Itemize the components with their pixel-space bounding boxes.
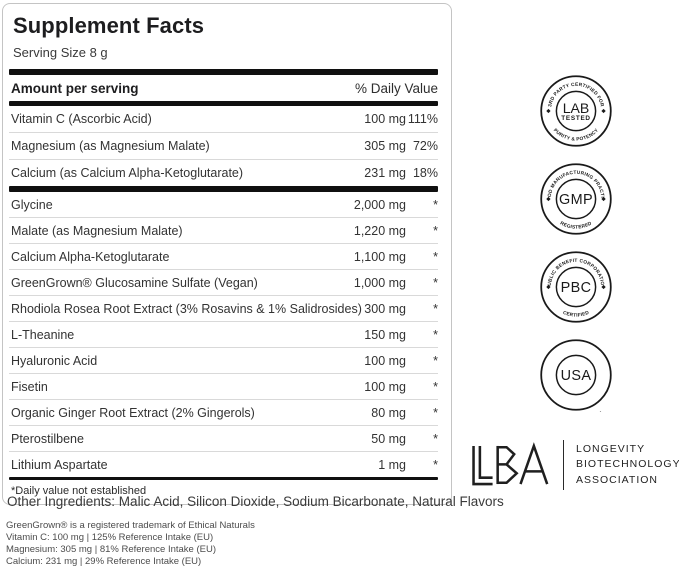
ingredient-name: L-Theanine [11, 327, 75, 342]
ingredient-amount: 80 mg [371, 405, 406, 420]
seal-lab-tested: 3RD PARTY CERTIFIED FOR PURITY & POTENCY L… [539, 74, 613, 148]
divider-bar-top [9, 69, 438, 75]
seal-made-in-usa: MADE IN THE UNITED STATES OF AMERICA USA [539, 338, 613, 412]
ingredient-amount: 100 mg [364, 112, 406, 126]
table-row: GreenGrown® Glucosamine Sulfate (Vegan) 1… [9, 270, 438, 296]
table-row: Lithium Aspartate 1 mg * [9, 452, 438, 477]
svg-text:GMP: GMP [559, 192, 593, 208]
ingredient-name: Vitamin C (Ascorbic Acid) [11, 112, 152, 126]
ingredient-name: Fisetin [11, 379, 48, 394]
ingredient-name: GreenGrown® Glucosamine Sulfate (Vegan) [11, 275, 258, 290]
ingredient-name: Pterostilbene [11, 431, 84, 446]
fine-print-line: Vitamin C: 100 mg | 125% Reference Intak… [6, 532, 214, 543]
fine-print-line: Calcium: 231 mg | 29% Reference Intake (… [6, 556, 202, 567]
lba-logo-icon [472, 442, 549, 486]
ingredient-daily-value: * [433, 405, 438, 420]
ingredient-amount: 300 mg [364, 301, 406, 316]
ingredient-daily-value: 72% [412, 139, 438, 153]
association-name: LONGEVITY BIOTECHNOLOGY ASSOCIATION [576, 442, 679, 489]
table-header: Amount per serving % Daily Value [9, 75, 438, 101]
other-rows: Glycine 2,000 mg * Malate (as Magnesium Mal… [9, 192, 438, 477]
ingredient-amount: 231 mg [364, 166, 406, 180]
table-row: Pterostilbene 50 mg * [9, 426, 438, 452]
ingredient-name: Lithium Aspartate [11, 457, 108, 472]
ingredient-daily-value: 18% [412, 166, 438, 180]
daily-value-rows: Vitamin C (Ascorbic Acid) 100 mg 111% Magne… [9, 106, 438, 186]
ingredient-daily-value: * [433, 353, 438, 368]
serving-size: Serving Size 8 g [13, 45, 108, 60]
association-line: ASSOCIATION [576, 473, 658, 486]
divider-bar-header [9, 101, 438, 106]
svg-text:USA: USA [561, 368, 592, 384]
header-daily-value-label: % Daily Value [354, 80, 438, 96]
ingredient-amount: 2,000 mg [353, 197, 406, 212]
table-row: Glycine 2,000 mg * [9, 192, 438, 218]
ingredient-daily-value: * [433, 223, 438, 238]
svg-text:REGISTERED: REGISTERED [559, 220, 593, 230]
table-row: Hyaluronic Acid 100 mg * [9, 348, 438, 374]
association-line: LONGEVITY [576, 442, 646, 455]
fine-print: GreenGrown® is a registered trademark of… [6, 520, 255, 567]
ingredient-amount: 150 mg [364, 327, 406, 342]
ingredient-name: Calcium Alpha-Ketoglutarate [11, 249, 170, 264]
divider-bar-bottom [9, 477, 438, 480]
ingredient-daily-value: * [433, 275, 438, 290]
svg-text:TESTED: TESTED [561, 115, 591, 122]
svg-text:PBC: PBC [561, 280, 592, 296]
other-ingredients: Other Ingredients: Malic Acid, Silicon D… [7, 494, 504, 509]
seal-gmp: GOOD MANUFACTURING PRACTICEREGISTEREDGMP [539, 162, 613, 236]
ingredient-name: Organic Ginger Root Extract (2% Gingerol… [11, 405, 255, 420]
table-row: L-Theanine 150 mg * [9, 322, 438, 348]
fine-print-line: GreenGrown® is a registered trademark of… [6, 520, 255, 531]
ingredient-amount: 305 mg [364, 139, 406, 153]
ingredient-amount: 100 mg [364, 379, 406, 394]
ingredient-name: Glycine [11, 197, 53, 212]
ingredient-amount: 50 mg [371, 431, 406, 446]
ingredient-name: Rhodiola Rosea Root Extract (3% Rosavins… [11, 301, 362, 316]
ingredient-name: Malate (as Magnesium Malate) [11, 223, 183, 238]
table-row: Magnesium (as Magnesium Malate) 305 mg 72% [9, 133, 438, 160]
ingredient-name: Magnesium (as Magnesium Malate) [11, 139, 210, 153]
ingredient-daily-value: * [433, 379, 438, 394]
divider-bar-mid [9, 186, 438, 192]
ingredient-daily-value: * [433, 327, 438, 342]
ingredient-amount: 1,220 mg [353, 223, 406, 238]
ingredient-daily-value: * [433, 301, 438, 316]
table-row: Calcium Alpha-Ketoglutarate 1,100 mg * [9, 244, 438, 270]
ingredient-amount: 1,100 mg [353, 249, 406, 264]
table-row: Rhodiola Rosea Root Extract (3% Rosavins… [9, 296, 438, 322]
svg-text:CERTIFIED: CERTIFIED [562, 310, 591, 319]
ingredient-amount: 1 mg [378, 457, 406, 472]
supplement-facts-panel: Supplement Facts Serving Size 8 g Amount… [2, 3, 452, 505]
ingredient-name: Calcium (as Calcium Alpha-Ketoglutarate) [11, 166, 244, 180]
lba-association: LONGEVITY BIOTECHNOLOGY ASSOCIATION [471, 440, 679, 490]
ingredient-daily-value: * [433, 197, 438, 212]
table-row: Malate (as Magnesium Malate) 1,220 mg * [9, 218, 438, 244]
ingredient-daily-value: * [433, 431, 438, 446]
table-row: Calcium (as Calcium Alpha-Ketoglutarate)… [9, 160, 438, 186]
ingredient-daily-value: * [433, 249, 438, 264]
fine-print-line: Magnesium: 305 mg | 81% Reference Intake… [6, 544, 216, 555]
svg-text:LAB: LAB [563, 100, 590, 116]
ingredient-amount: 100 mg [364, 353, 406, 368]
ingredient-amount: 1,000 mg [353, 275, 406, 290]
footnote: *Daily value not established [11, 485, 147, 497]
table-row: Vitamin C (Ascorbic Acid) 100 mg 111% [9, 106, 438, 133]
logo-divider [563, 440, 564, 490]
ingredient-daily-value: 111% [407, 112, 438, 126]
association-line: BIOTECHNOLOGY [576, 458, 679, 471]
panel-title: Supplement Facts [13, 13, 205, 38]
svg-text:MADE IN THE UNITED STATES OF A: MADE IN THE UNITED STATES OF AMERICA [545, 411, 606, 412]
table-row: Organic Ginger Root Extract (2% Gingerol… [9, 400, 438, 426]
ingredient-name: Hyaluronic Acid [11, 353, 98, 368]
table-row: Fisetin 100 mg * [9, 374, 438, 400]
header-amount-label: Amount per serving [11, 80, 139, 96]
certification-seals: 3RD PARTY CERTIFIED FOR PURITY & POTENCY L… [539, 74, 613, 412]
ingredient-daily-value: * [433, 457, 438, 472]
